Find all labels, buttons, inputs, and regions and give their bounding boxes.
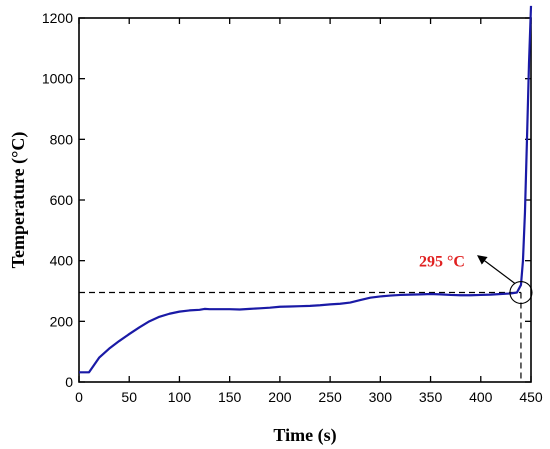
annotation-label: 295 °C — [419, 254, 465, 271]
y-tick-label: 1200 — [42, 10, 73, 26]
x-tick-label: 150 — [218, 389, 242, 405]
y-tick-label: 1000 — [42, 71, 73, 87]
x-tick-label: 300 — [369, 389, 393, 405]
annotation-layer: 295 °C — [419, 254, 533, 305]
x-tick-label: 100 — [168, 389, 192, 405]
y-tick-label: 400 — [50, 253, 74, 269]
axes-layer: 0 50 100 150 200 250 300 350 400 450 0 200 400 600 800… — [42, 10, 543, 405]
y-axis-title: Temperature (°C) — [8, 132, 29, 269]
x-tick-label: 200 — [268, 389, 292, 405]
series-layer — [79, 5, 533, 374]
annotation-arrow — [477, 255, 516, 284]
y-tick-label: 600 — [50, 192, 74, 208]
x-tick-label: 400 — [469, 389, 493, 405]
y-tick-label: 0 — [65, 374, 73, 390]
x-tick-label: 50 — [121, 389, 137, 405]
temperature-series-line — [79, 5, 533, 374]
x-tick-label: 250 — [318, 389, 342, 405]
annotation-circle — [509, 280, 533, 305]
reference-lines — [79, 291, 522, 382]
x-tick-label: 350 — [419, 389, 443, 405]
y-tick-label: 800 — [50, 131, 74, 147]
x-axis-title: Time (s) — [273, 425, 336, 446]
plot-frame — [78, 17, 532, 383]
x-tick-label: 0 — [75, 389, 83, 405]
y-tick-label: 200 — [50, 313, 74, 329]
x-tick-label: 450 — [519, 389, 543, 405]
